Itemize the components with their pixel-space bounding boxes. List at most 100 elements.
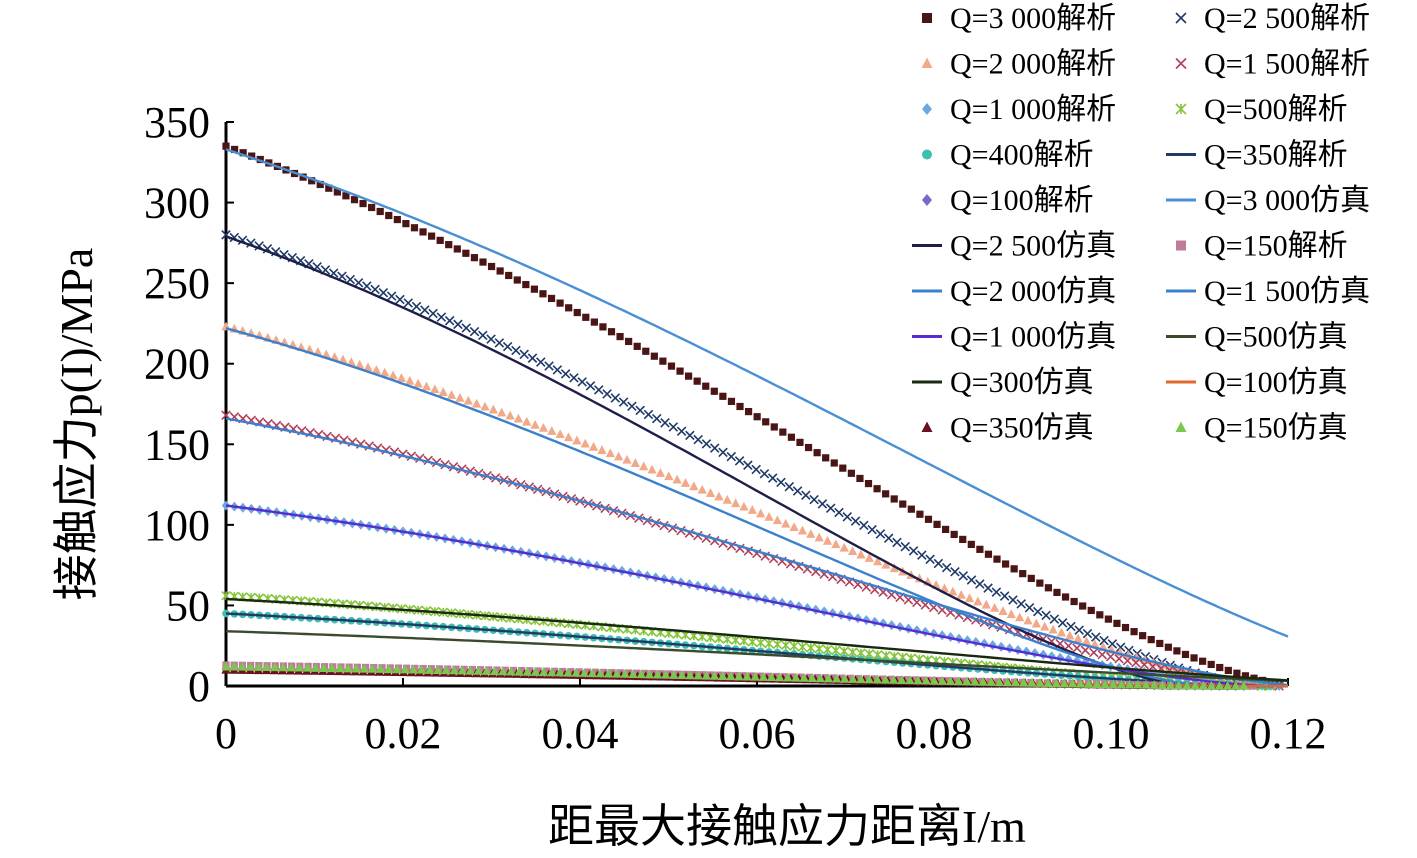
series-5-point: [371, 601, 382, 612]
series-1-point: [1041, 610, 1051, 621]
series-0-point: [770, 423, 778, 431]
series-0-point: [1224, 666, 1232, 675]
series-0-point: [1139, 632, 1147, 640]
legend-entry-label: Q=2 500仿真: [950, 230, 1116, 263]
series-5-point: [547, 617, 557, 627]
series-0-point: [547, 294, 556, 303]
series-19-point: [1214, 680, 1224, 690]
legend-swatch-marker: [922, 194, 932, 206]
series-1-point: [825, 503, 836, 513]
y-tick-label: 50: [166, 581, 210, 630]
series-1-point: [362, 281, 372, 291]
series-19-point: [1068, 678, 1078, 688]
series-19-point: [1125, 679, 1135, 689]
series-2-point: [730, 498, 741, 508]
legend-swatch-marker: [1175, 57, 1187, 70]
series-19-point: [1084, 679, 1094, 688]
series-0-point: [1001, 560, 1010, 568]
series-0-point: [1181, 650, 1190, 659]
legend-entry-label: Q=100解析: [950, 184, 1094, 217]
series-1-point: [983, 583, 993, 593]
series-0-point: [916, 510, 924, 518]
series-2-point: [756, 508, 766, 518]
series-11-point: [789, 673, 797, 681]
series-0-point: [222, 142, 230, 150]
series-19-point: [1076, 678, 1086, 688]
series-2-point: [346, 357, 356, 367]
series-0-point: [642, 347, 650, 355]
series-0-point: [822, 454, 830, 462]
x-axis-title: 距最大接触应力距离I/m: [548, 801, 1026, 852]
series-2-point: [605, 448, 615, 458]
series-1-point: [900, 541, 911, 552]
series-2-point: [647, 464, 657, 474]
series-5-point: [772, 639, 783, 650]
series-19-point: [465, 665, 475, 675]
y-tick-label: 350: [144, 98, 210, 147]
series-19-point: [669, 670, 679, 679]
series-2-point: [1056, 627, 1067, 637]
series-3-point: [1080, 645, 1091, 656]
series-19-point: [376, 664, 386, 673]
series-19-point: [994, 677, 1005, 687]
series-0-point: [607, 328, 616, 336]
series-2-point: [664, 471, 674, 481]
series-1-point: [444, 315, 455, 326]
series-1-point: [627, 401, 637, 411]
series-19-point: [872, 674, 882, 684]
series-19-point: [253, 662, 264, 671]
series-0-point: [779, 428, 787, 436]
series-2-point: [630, 458, 640, 467]
series-3-point: [1148, 661, 1158, 672]
series-2-point: [388, 370, 398, 380]
series-2-point: [714, 491, 724, 501]
series-0-point: [376, 207, 384, 216]
series-0-point: [487, 262, 496, 271]
series-19-point: [367, 663, 378, 673]
series-2-point: [396, 373, 407, 382]
series-0-point: [1147, 636, 1155, 644]
series-1-point: [759, 469, 770, 479]
series-11-point: [821, 674, 830, 682]
series-0-point: [599, 323, 607, 331]
series-19-point: [408, 664, 418, 674]
series-3-point: [1139, 659, 1150, 670]
series-19-point: [701, 670, 711, 680]
legend-swatch-marker: [1175, 103, 1187, 115]
series-19-point: [262, 662, 272, 672]
series-2-point: [839, 542, 849, 552]
series-1-point: [469, 326, 480, 337]
series-0-point: [787, 433, 796, 441]
series-19-point: [775, 672, 785, 682]
series-1-point: [544, 361, 554, 371]
series-0-point: [539, 290, 547, 298]
series-1-point: [1049, 614, 1060, 624]
series-0-point: [385, 211, 393, 220]
series-19-point: [1190, 680, 1200, 690]
series-0-point: [299, 173, 307, 181]
series-1-point: [577, 377, 587, 387]
series-2-point: [697, 484, 707, 494]
series-2-point: [772, 515, 783, 525]
series-2-point: [563, 432, 574, 442]
series-0-point: [1079, 602, 1087, 610]
legend-entry-label: Q=1 000仿真: [950, 321, 1116, 354]
series-0-point: [813, 449, 821, 457]
series-19-point: [636, 669, 646, 679]
series-1-point: [734, 456, 745, 466]
series-11-point: [846, 674, 854, 682]
series-2-point: [964, 593, 975, 603]
series-11-point: [813, 673, 821, 682]
series-3-point: [1122, 655, 1133, 666]
series-2-point: [622, 454, 632, 464]
series-1-point: [1016, 599, 1026, 609]
series-1-point: [386, 291, 397, 301]
series-1-point: [411, 301, 422, 312]
series-19-point: [620, 668, 630, 678]
legend-entry-label: Q=150仿真: [1204, 412, 1348, 445]
series-1-point: [643, 409, 654, 420]
series-1-point: [536, 357, 546, 367]
series-2-point: [430, 384, 440, 394]
series-5-point: [847, 647, 858, 657]
series-5-point: [555, 618, 565, 628]
